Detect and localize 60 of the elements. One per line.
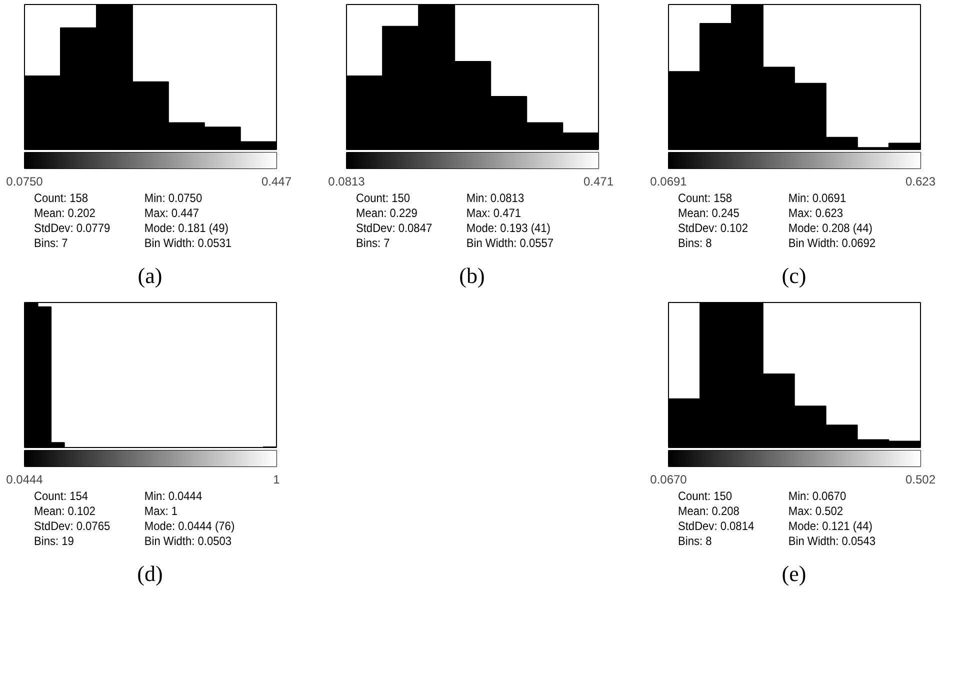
x-tick-label: 1: [273, 472, 280, 486]
text: (e): [780, 560, 808, 588]
text: Count: 158: [34, 191, 90, 206]
text: (d): [136, 560, 164, 588]
x-tick-label: 0.0670: [650, 472, 688, 486]
text: Bin Width: 0.0543: [788, 534, 876, 549]
picture-gradient-scale: 0.0813 0.471: [322, 152, 622, 188]
text: StdDev: 0.102: [678, 221, 749, 236]
text: Min: 0.0813: [466, 191, 526, 206]
text: Mean: 0.229: [356, 206, 418, 221]
text: Bin Width: 0.0531: [144, 236, 232, 251]
text: Bins: 7: [356, 236, 391, 251]
picture-gradient-scale: 0.0750 0.447: [0, 152, 300, 188]
text: Bin Width: 0.0692: [788, 236, 876, 251]
text: Min: 0.0750: [144, 191, 204, 206]
text: Mean: 0.245: [678, 206, 740, 221]
text: Bin Width: 0.0503: [144, 534, 233, 549]
text: Mode: 0.121 (44): [788, 519, 874, 534]
text: Max: 0.623: [788, 206, 844, 221]
x-tick-label: 0.623: [905, 174, 936, 188]
text: Mode: 0.181 (49): [144, 221, 230, 236]
text: (c): [780, 262, 808, 290]
text: Min: 0.0444: [144, 489, 204, 504]
text: Mode: 0.0444 (76): [144, 519, 235, 534]
text: (a): [136, 262, 164, 290]
x-tick-label: 0.502: [905, 472, 936, 486]
picture-gradient-scale: 0.0691 0.623: [644, 152, 944, 188]
text: Count: 150: [678, 489, 734, 504]
text: Min: 0.0670: [788, 489, 848, 504]
text: Max: 0.502: [788, 504, 844, 519]
x-tick-label: 0.447: [261, 174, 292, 188]
x-tick-label: 0.0444: [6, 472, 44, 486]
text: StdDev: 0.0779: [34, 221, 112, 236]
text: Count: 154: [34, 489, 90, 504]
picture-gradient-scale: 0.0444 1: [0, 450, 300, 486]
x-tick-label: 0.0750: [6, 174, 44, 188]
text: Mean: 0.102: [34, 504, 96, 519]
text: (b): [458, 262, 486, 290]
text: Count: 150: [356, 191, 412, 206]
text: Max: 0.447: [144, 206, 200, 221]
text: StdDev: 0.0814: [678, 519, 756, 534]
text: Mean: 0.202: [34, 206, 96, 221]
text: Bins: 7: [34, 236, 69, 251]
text: StdDev: 0.0847: [356, 221, 434, 236]
x-tick-label: 0.471: [583, 174, 614, 188]
text: Bin Width: 0.0557: [466, 236, 554, 251]
picture-gradient-scale: 0.0670 0.502: [644, 450, 944, 486]
text: StdDev: 0.0765: [34, 519, 112, 534]
x-tick-label: 0.0691: [650, 174, 688, 188]
text: Mode: 0.193 (41): [466, 221, 552, 236]
text: Max: 1: [144, 504, 179, 519]
text: Count: 158: [678, 191, 734, 206]
text: Bins: 8: [678, 534, 713, 549]
text: Bins: 8: [678, 236, 713, 251]
text: Mode: 0.208 (44): [788, 221, 874, 236]
text: Max: 0.471: [466, 206, 522, 221]
text: Min: 0.0691: [788, 191, 848, 206]
text: Bins: 19: [34, 534, 75, 549]
text: Mean: 0.208: [678, 504, 740, 519]
x-tick-label: 0.0813: [328, 174, 366, 188]
